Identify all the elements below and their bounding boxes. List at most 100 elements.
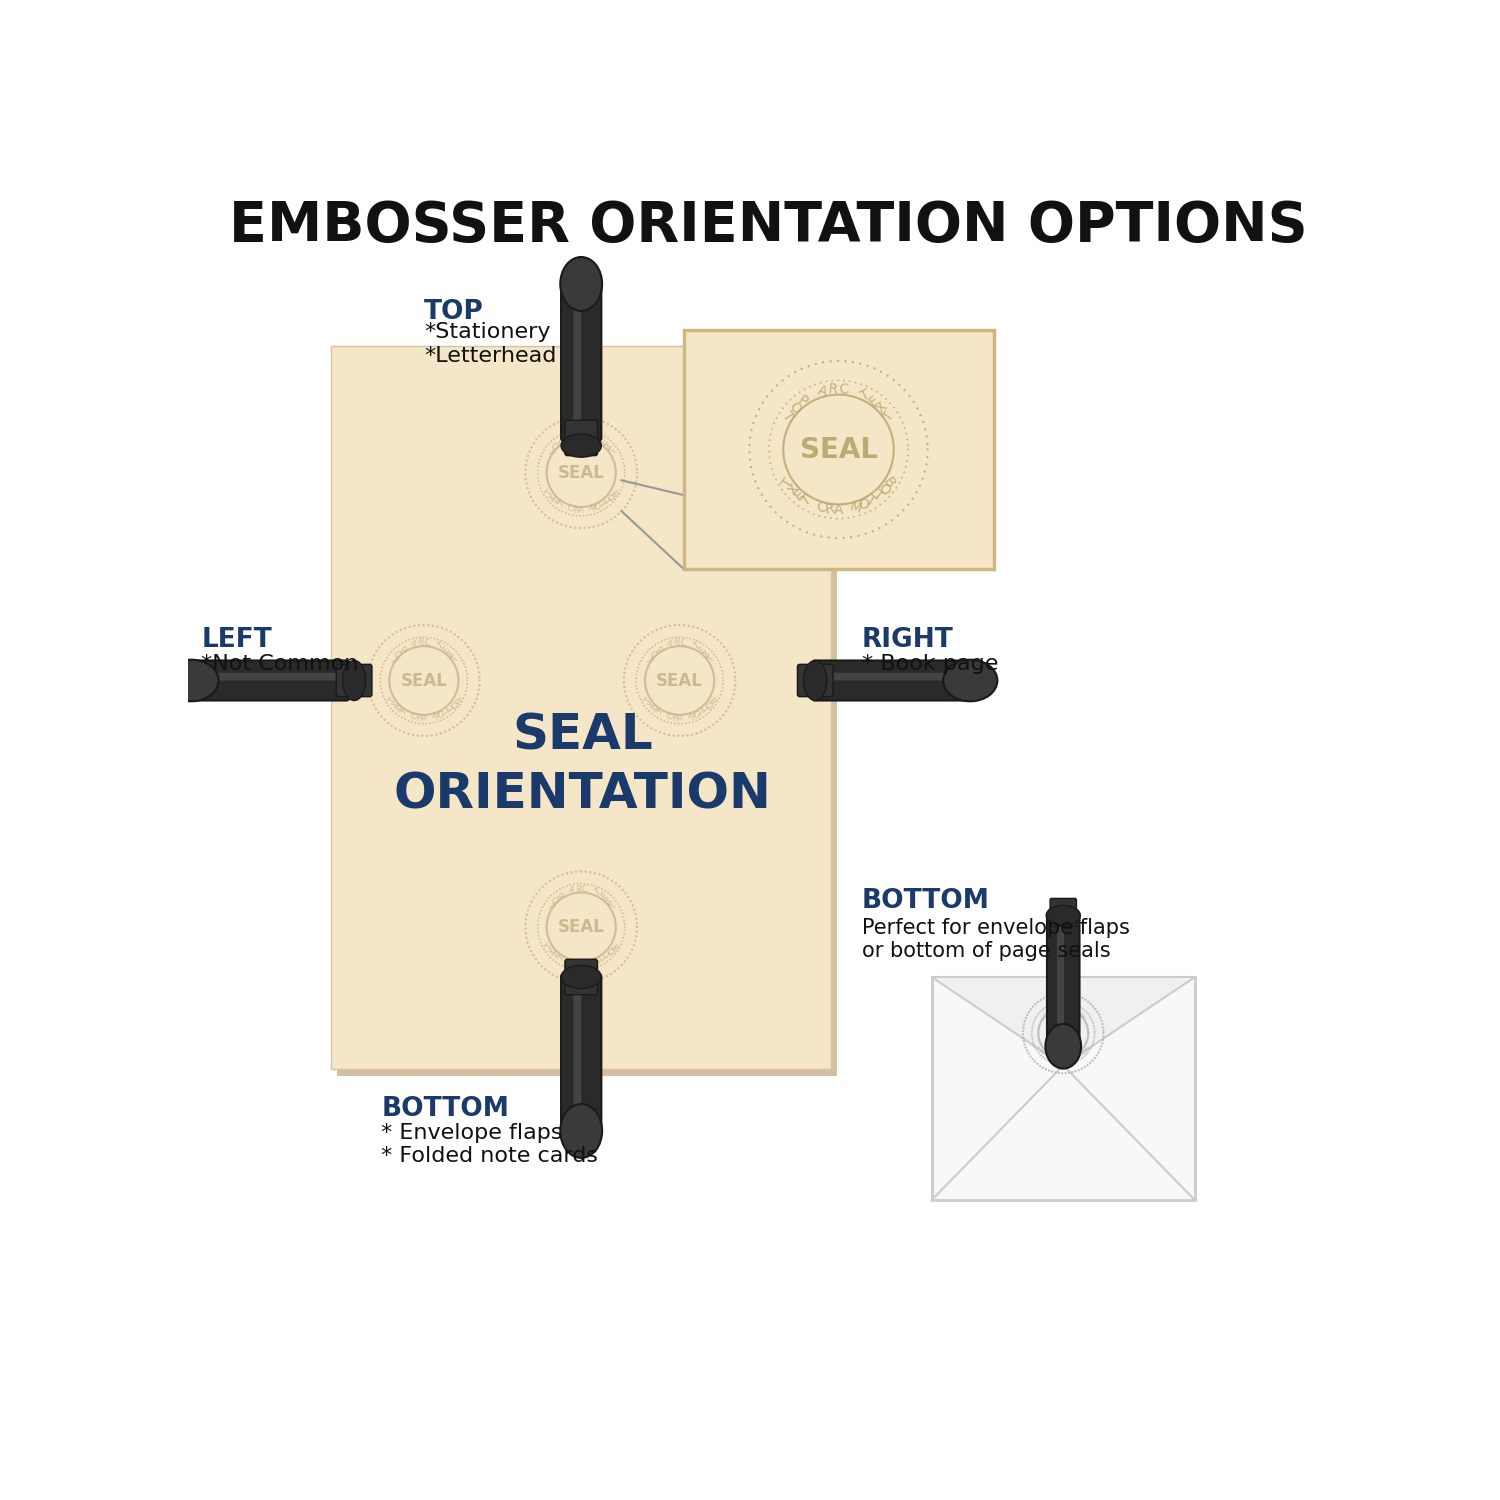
Circle shape — [891, 519, 894, 522]
Circle shape — [1089, 1016, 1090, 1017]
Circle shape — [630, 900, 632, 903]
Circle shape — [382, 694, 384, 698]
Circle shape — [568, 513, 570, 514]
Circle shape — [789, 498, 790, 500]
Circle shape — [708, 648, 711, 650]
Circle shape — [627, 957, 628, 958]
Circle shape — [770, 506, 771, 509]
Ellipse shape — [1046, 1024, 1082, 1068]
Text: E: E — [792, 488, 807, 504]
Circle shape — [586, 514, 588, 516]
Circle shape — [584, 969, 585, 970]
Circle shape — [752, 472, 754, 476]
Circle shape — [588, 981, 591, 982]
Circle shape — [718, 663, 720, 664]
Text: O: O — [392, 650, 402, 660]
Circle shape — [716, 657, 717, 658]
Circle shape — [368, 681, 369, 684]
Text: E: E — [552, 496, 561, 507]
Text: SEAL: SEAL — [656, 672, 704, 690]
Circle shape — [1100, 1046, 1102, 1047]
Text: R: R — [574, 430, 580, 439]
Circle shape — [1076, 994, 1077, 996]
Circle shape — [466, 676, 468, 678]
Circle shape — [924, 471, 926, 472]
Circle shape — [1058, 1002, 1059, 1004]
Circle shape — [1084, 1010, 1086, 1011]
Circle shape — [580, 429, 582, 430]
Circle shape — [532, 500, 534, 502]
Text: A: A — [816, 384, 830, 399]
Circle shape — [602, 888, 603, 890]
Circle shape — [1059, 992, 1060, 994]
Circle shape — [754, 480, 756, 483]
Circle shape — [538, 462, 540, 464]
Circle shape — [584, 526, 585, 530]
Circle shape — [413, 734, 414, 736]
Circle shape — [1035, 1019, 1036, 1020]
Text: BOTTOM: BOTTOM — [861, 888, 990, 915]
Circle shape — [782, 489, 783, 490]
Circle shape — [1080, 1068, 1083, 1070]
Ellipse shape — [1046, 906, 1080, 926]
Circle shape — [1038, 1053, 1040, 1054]
Circle shape — [537, 932, 538, 933]
Circle shape — [778, 413, 780, 414]
Circle shape — [537, 934, 540, 936]
Circle shape — [915, 490, 918, 494]
Text: SEAL: SEAL — [800, 435, 877, 463]
Circle shape — [477, 666, 480, 669]
Circle shape — [622, 938, 624, 939]
Circle shape — [1060, 1072, 1064, 1074]
Text: SEAL: SEAL — [1046, 1026, 1082, 1039]
Circle shape — [1092, 1023, 1094, 1025]
Circle shape — [615, 952, 616, 956]
Text: T: T — [870, 488, 885, 504]
Circle shape — [730, 658, 732, 660]
Circle shape — [716, 704, 717, 705]
Text: * Envelope flaps
* Folded note cards: * Envelope flaps * Folded note cards — [381, 1124, 598, 1167]
Text: SEAL: SEAL — [400, 672, 447, 690]
Circle shape — [1042, 1056, 1044, 1058]
Circle shape — [670, 722, 672, 724]
Circle shape — [382, 663, 384, 664]
Circle shape — [908, 448, 909, 450]
Circle shape — [718, 698, 720, 699]
Circle shape — [847, 518, 849, 519]
Circle shape — [636, 468, 638, 471]
Circle shape — [399, 729, 400, 732]
Circle shape — [786, 520, 789, 524]
Circle shape — [597, 524, 600, 526]
Circle shape — [674, 624, 676, 627]
Circle shape — [588, 884, 590, 885]
Circle shape — [1084, 1053, 1088, 1056]
Text: E: E — [441, 645, 452, 656]
Circle shape — [537, 466, 538, 468]
Circle shape — [537, 920, 538, 922]
Circle shape — [920, 414, 922, 416]
Circle shape — [466, 687, 468, 688]
Circle shape — [1032, 1023, 1034, 1025]
Circle shape — [772, 423, 776, 424]
Circle shape — [644, 705, 645, 706]
Circle shape — [574, 526, 576, 530]
Text: T: T — [780, 410, 796, 424]
Text: X: X — [548, 946, 558, 957]
Circle shape — [446, 716, 448, 718]
Circle shape — [1102, 1029, 1104, 1032]
Circle shape — [696, 732, 698, 735]
Circle shape — [724, 710, 728, 712]
Text: M: M — [429, 711, 439, 722]
Text: R: R — [417, 638, 424, 648]
Text: O: O — [548, 441, 560, 452]
Circle shape — [394, 712, 398, 714]
Circle shape — [700, 730, 702, 734]
Circle shape — [526, 454, 530, 458]
Circle shape — [590, 417, 591, 419]
Circle shape — [532, 442, 536, 444]
Circle shape — [536, 438, 537, 441]
Text: T: T — [440, 708, 448, 717]
Circle shape — [696, 720, 698, 722]
Text: X: X — [784, 482, 802, 498]
Circle shape — [682, 624, 686, 627]
